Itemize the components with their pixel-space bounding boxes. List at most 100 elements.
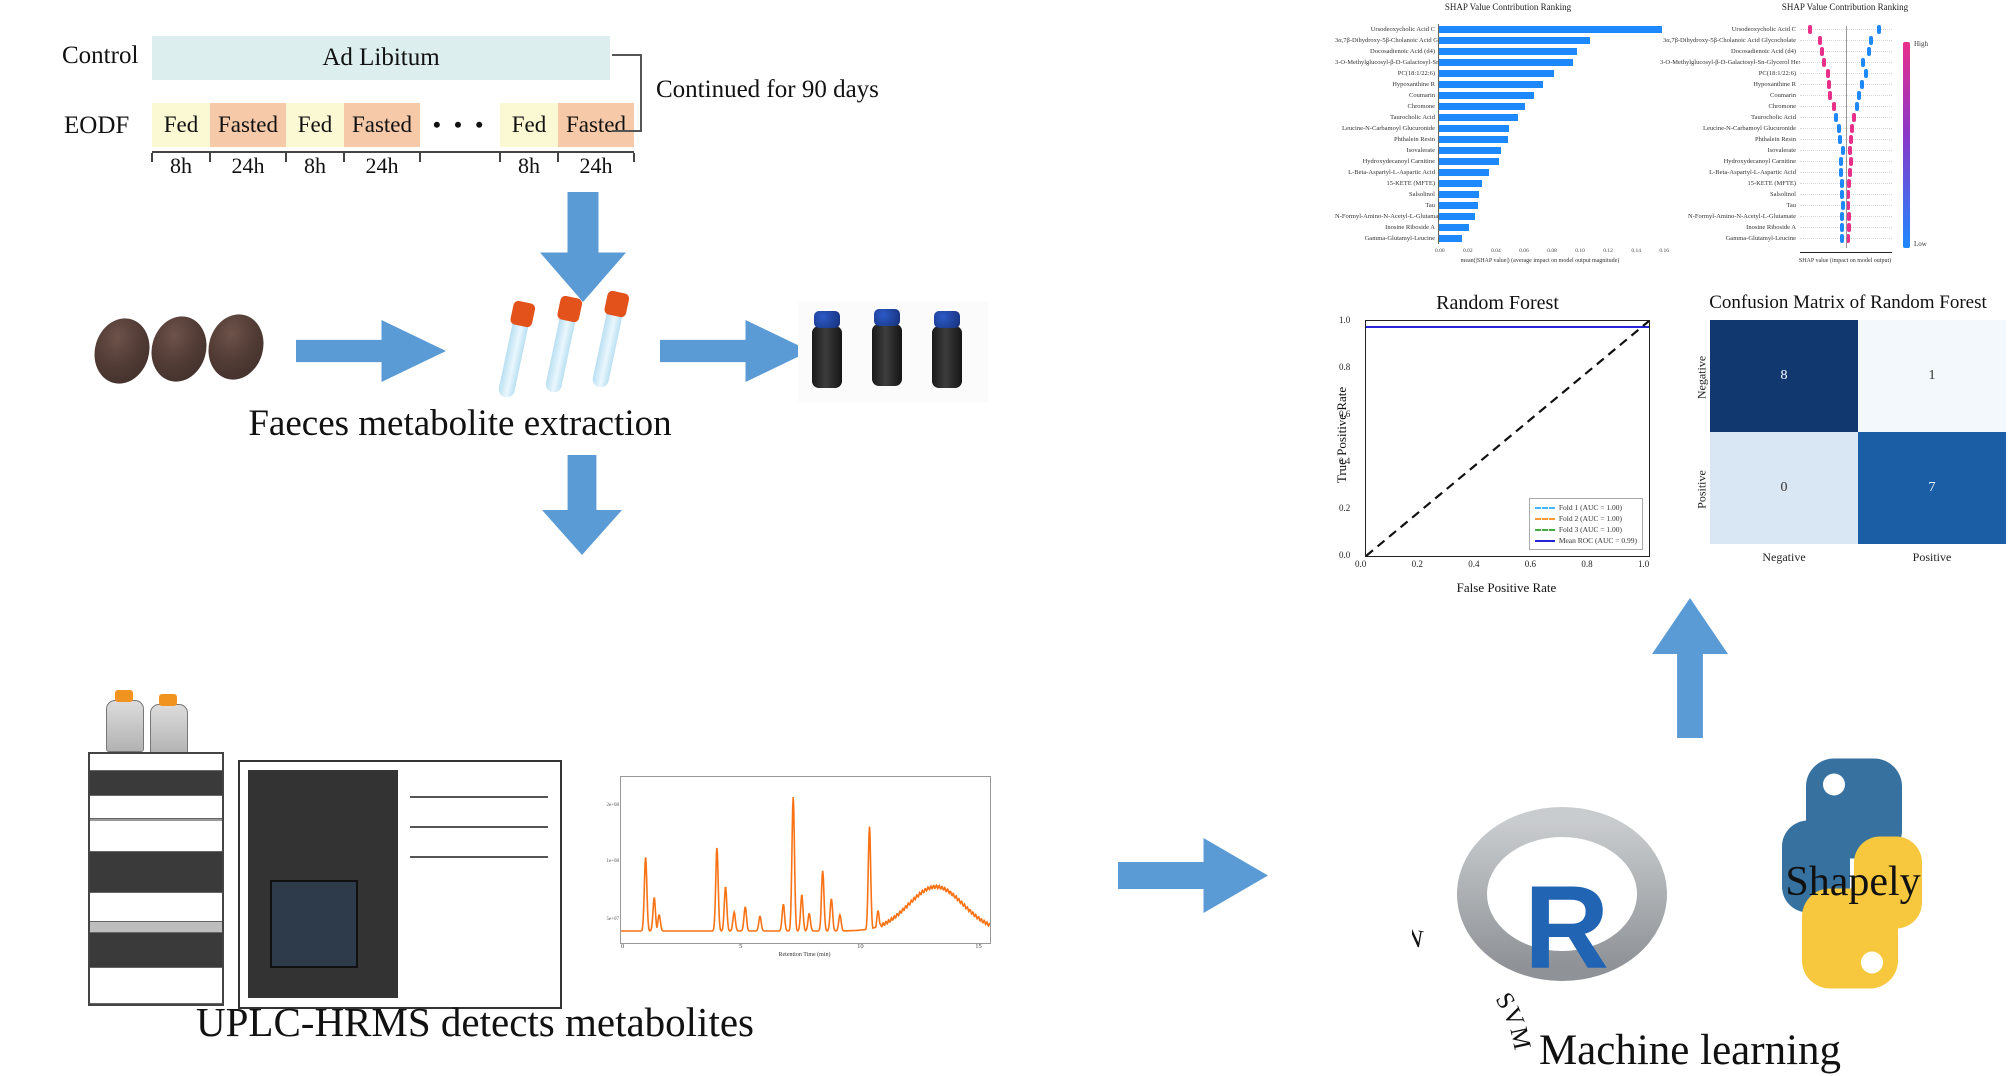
sample-tube-icon xyxy=(544,316,576,394)
chromatogram-plot: 2e+08 1e+08 5e+07 0 5 10 15 xyxy=(606,776,991,950)
beeswarm-dash-pink xyxy=(1849,135,1854,144)
arrow-down-protocol-to-extraction xyxy=(540,192,626,302)
roc-legend-entry: Fold 1 (AUC = 1.00) xyxy=(1534,502,1637,513)
shap-bar xyxy=(1439,48,1577,55)
beeswarm-label: Inosine Riboside A xyxy=(1746,224,1796,231)
beeswarm-row: Taurocholic Acid xyxy=(1660,112,1892,123)
beeswarm-label: Leucine-N-Carbamoyl Glucuronide xyxy=(1703,125,1796,132)
roc-legend-entry: Mean ROC (AUC = 0.99) xyxy=(1534,535,1637,546)
cm-row-label-negative: Negative xyxy=(1694,355,1709,400)
roc-legend-entry: Fold 2 (AUC = 1.00) xyxy=(1534,513,1637,524)
beeswarm-row: 3-O-Methylglucosyl-β-D-Galactosyl-Sn-Gly… xyxy=(1660,57,1892,68)
shap-bar-area xyxy=(1438,90,1669,101)
beeswarm-dash-pink xyxy=(1847,179,1851,188)
roc-plot-area: Fold 1 (AUC = 1.00) Fold 2 (AUC = 1.00) Fo… xyxy=(1365,320,1650,557)
roc-ytick: 1.0 xyxy=(1339,315,1351,325)
shap-bar-label: Leucine-N-Carbamoyl Glucuronide xyxy=(1342,125,1435,132)
roc-xtick: 0.6 xyxy=(1524,559,1537,569)
shap-bar-label: 15-KETE (MFTE) xyxy=(1386,180,1435,187)
shap-bar-row: Phthalein Resin xyxy=(1335,134,1669,145)
shap-bar xyxy=(1439,224,1470,231)
shap-bar-label: Inosine Riboside A xyxy=(1385,224,1435,231)
beeswarm-row: N-Formyl-Amino-N-Acetyl-L-Glutamate xyxy=(1660,211,1892,222)
shap-bar-area xyxy=(1438,35,1669,46)
shap-bar xyxy=(1439,92,1534,99)
shap-bar-row: Inosine Riboside A xyxy=(1335,222,1669,233)
roc-ytick: 0.2 xyxy=(1339,503,1351,513)
shap-bar-area xyxy=(1438,46,1669,57)
shap-bar xyxy=(1439,125,1510,132)
chrom-ytick: 1e+08 xyxy=(606,859,619,864)
r-logo: R SVM DicisionTree NaiveBays RandomFores… xyxy=(1412,807,1667,1052)
beeswarm-dash-blue xyxy=(1854,102,1859,111)
beeswarm-row: Docosadienoic Acid (d4) xyxy=(1660,46,1892,57)
xtick: 0.02 xyxy=(1463,248,1473,254)
shap-bar-label: N-Formyl-Amino-N-Acetyl-L-Glutamate xyxy=(1335,213,1438,220)
shap-bar xyxy=(1439,180,1483,187)
beeswarm-label: Chromone xyxy=(1768,103,1796,110)
cm-cell-negative-positive: 1 xyxy=(1858,320,2006,432)
beeswarm-dash-pink xyxy=(1827,80,1832,89)
r-logo-ring xyxy=(1457,807,1667,981)
eodf-label: EODF xyxy=(64,112,130,139)
python-eye-top xyxy=(1823,773,1845,796)
shap-bar-row: Chromone xyxy=(1335,101,1669,112)
eodf-cell-fed: Fed xyxy=(500,103,558,147)
beeswarm-row: Hypoxanthine R xyxy=(1660,79,1892,90)
chrom-xtick: 15 xyxy=(975,943,982,950)
shap-beeswarm-chart: SHAP Value Contribution Ranking Ursodeox… xyxy=(1660,2,2008,288)
ms-tray-line xyxy=(410,826,548,828)
shap-bar xyxy=(1439,37,1590,44)
xtick: 0.14 xyxy=(1631,248,1641,254)
roc-ylabel: True Positive Rate xyxy=(1334,386,1349,484)
shap-bar-row: Ursodeoxycholic Acid C xyxy=(1335,24,1669,35)
shap-bar-label: Ursodeoxycholic Acid C xyxy=(1370,26,1435,33)
timeline-segment xyxy=(419,153,500,179)
r-logo-letter: R xyxy=(1524,862,1609,994)
chromatogram-panel: 2e+08 1e+08 5e+07 0 5 10 15 Retention Time … xyxy=(600,768,1000,973)
roc-legend-line xyxy=(1534,539,1555,542)
shap-bar-label: Taurocholic Acid xyxy=(1390,114,1435,121)
shap-bar-area xyxy=(1438,68,1669,79)
chrom-ytick: 5e+07 xyxy=(606,917,619,922)
xtick: 0.06 xyxy=(1519,248,1529,254)
beeswarm-dash-blue xyxy=(1840,234,1845,243)
roc-ytick: 0.8 xyxy=(1339,362,1351,372)
cm-row-label-positive: Positive xyxy=(1694,470,1709,509)
beeswarm-dash-blue xyxy=(1857,91,1862,100)
roc-legend-text: Mean ROC (AUC = 0.99) xyxy=(1558,536,1637,545)
beeswarm-row: 3α,7β-Dihydroxy-5β-Cholanoic Acid Glycoc… xyxy=(1660,35,1892,46)
beeswarm-label: Gamma-Glutamyl-Leucine xyxy=(1725,235,1796,242)
shap-bar-area xyxy=(1438,222,1669,233)
eodf-cell-fasted: Fasted xyxy=(344,103,420,147)
shap-bar-area xyxy=(1438,57,1669,68)
xtick: 0.08 xyxy=(1547,248,1557,254)
shap-bar-label: PC(18:1/22:6) xyxy=(1397,70,1435,77)
feces-pellet-icon xyxy=(86,311,158,391)
beeswarm-dash-pink xyxy=(1850,124,1854,133)
feces-pellet-icon xyxy=(200,307,272,387)
beeswarm-dash-blue xyxy=(1841,146,1845,155)
beeswarm-dash-pink xyxy=(1846,234,1851,243)
beeswarm-dash-pink xyxy=(1848,157,1853,166)
beeswarm-label: Coumarin xyxy=(1770,92,1796,99)
roc-legend-text: Fold 1 (AUC = 1.00) xyxy=(1558,503,1623,512)
roc-chart: Random Forest Fold 1 (AUC = 1.00) Fold 2 … xyxy=(1325,292,1670,602)
roc-ytick: 0.4 xyxy=(1339,456,1351,466)
shap-bar-area xyxy=(1438,101,1669,112)
beeswarm-label: N-Formyl-Amino-N-Acetyl-L-Glutamate xyxy=(1688,213,1796,220)
shap-bar-row: 3α,7β-Dihydroxy-5β-Cholanoic Acid Glycoc… xyxy=(1335,35,1669,46)
shapely-label: Shapely xyxy=(1785,859,1921,905)
beeswarm-row: Hydroxydecanoyl Carnitine xyxy=(1660,156,1892,167)
beeswarm-dash-pink xyxy=(1817,36,1822,45)
beeswarm-dash-blue xyxy=(1838,135,1842,144)
beeswarm-dash-blue xyxy=(1841,201,1845,210)
xtick: 0.04 xyxy=(1491,248,1501,254)
shap-bar-row: 15-KETE (MFTE) xyxy=(1335,178,1669,189)
beeswarm-dash-blue xyxy=(1840,179,1845,188)
shap-bar-area xyxy=(1438,189,1669,200)
shap-bar-row: Isovalerate xyxy=(1335,145,1669,156)
shap-bar-chart: SHAP Value Contribution Ranking Ursodeox… xyxy=(1335,2,1681,288)
cm-col-label-negative: Negative xyxy=(1762,550,1806,564)
cm-title: Confusion Matrix of Random Forest xyxy=(1709,292,1987,313)
